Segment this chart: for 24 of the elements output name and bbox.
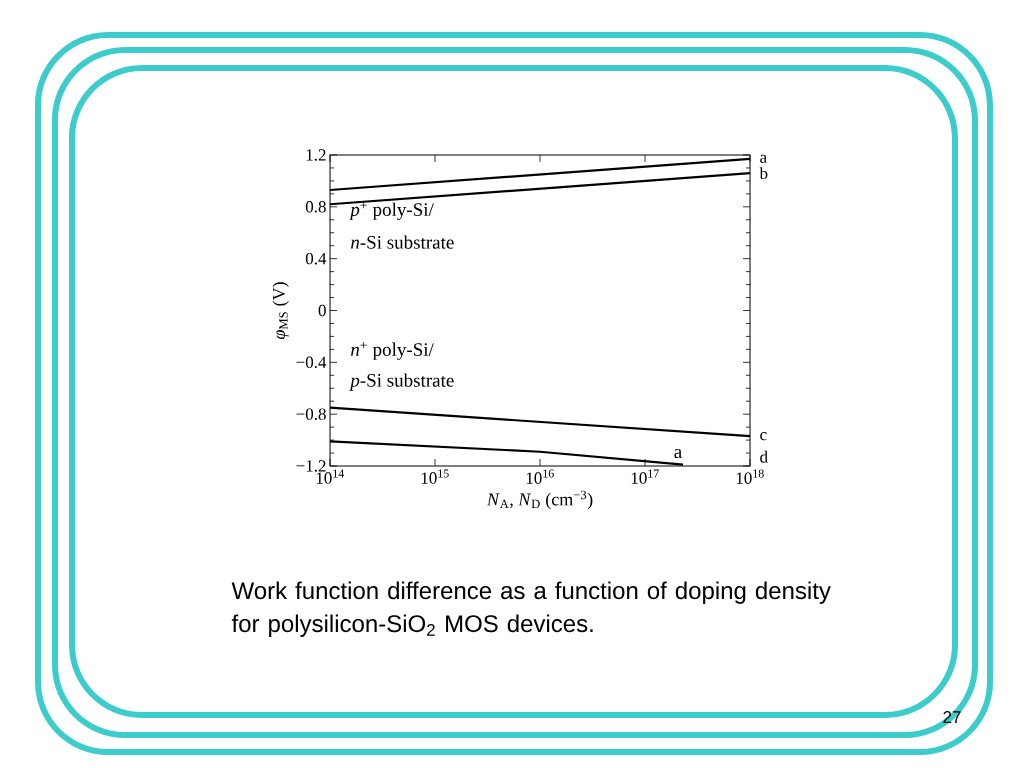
- annotation: a: [674, 449, 682, 459]
- annotation: n$^{+}$ poly-Si/: [351, 341, 434, 360]
- annotation: p$^{+}$ poly-Si/: [349, 202, 434, 220]
- text: Work function difference as a function of doping density for polysilicon-SiO$_{2}$ MOS devices.: [231, 581, 831, 637]
- y-tick-label: 0.8: [305, 201, 326, 213]
- legend-label: b: [759, 167, 768, 180]
- legend-label: a: [760, 154, 767, 163]
- y-tick-label: −0.4: [296, 356, 327, 369]
- y-tick-label: 0.4: [305, 252, 327, 265]
- x-tick-label: 10$^{18}$: [736, 469, 764, 484]
- y-tick-label: 1.2: [306, 149, 326, 161]
- x-tick-label: 10$^{17}$: [631, 469, 659, 484]
- legend-label: d: [760, 450, 768, 463]
- y-tick-label: −0.8: [296, 408, 326, 420]
- legend-label: c: [760, 432, 767, 441]
- x-tick-label: 10$^{16}$: [526, 469, 554, 484]
- y-tick-label: 0: [318, 304, 326, 317]
- y-tick-label: −1.2: [296, 460, 326, 472]
- x-axis-title: N$_{A}$, N$_{D}$ (cm$^{−3}$): [486, 490, 593, 510]
- annotation: p-Si substrate: [349, 373, 454, 391]
- annotation: n-Si substrate: [351, 235, 454, 249]
- x-tick-label: 10$^{15}$: [421, 469, 449, 484]
- text: 27: [943, 711, 961, 723]
- y-axis-title: φ$_{MS}$ (V): [272, 282, 289, 340]
